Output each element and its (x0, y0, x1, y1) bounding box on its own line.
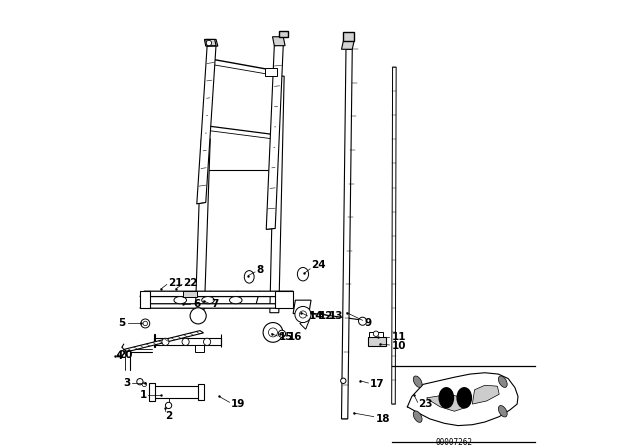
Ellipse shape (499, 376, 507, 388)
Polygon shape (124, 331, 204, 352)
Text: 11: 11 (392, 332, 406, 342)
Polygon shape (195, 139, 210, 309)
Text: 4: 4 (115, 351, 123, 361)
Polygon shape (407, 373, 518, 426)
Polygon shape (206, 39, 216, 46)
Polygon shape (369, 337, 387, 346)
Text: 19: 19 (230, 399, 244, 409)
Text: 1: 1 (140, 390, 147, 400)
Polygon shape (369, 332, 383, 337)
Circle shape (142, 382, 147, 387)
Polygon shape (140, 291, 293, 297)
Polygon shape (266, 68, 276, 76)
Text: 9: 9 (365, 319, 372, 328)
Circle shape (141, 319, 150, 328)
Text: 17: 17 (370, 379, 385, 389)
Text: 10: 10 (392, 341, 406, 351)
Polygon shape (275, 291, 293, 308)
Polygon shape (154, 386, 199, 398)
Ellipse shape (230, 297, 242, 304)
Circle shape (162, 338, 169, 345)
Circle shape (300, 311, 307, 318)
Circle shape (295, 306, 311, 323)
Text: 21: 21 (168, 278, 182, 288)
Ellipse shape (174, 297, 186, 304)
Polygon shape (140, 304, 293, 308)
Polygon shape (392, 67, 396, 404)
Polygon shape (300, 318, 310, 329)
Ellipse shape (413, 411, 422, 422)
Text: 12: 12 (319, 311, 333, 321)
Polygon shape (195, 345, 204, 352)
Polygon shape (184, 291, 197, 297)
Text: 2: 2 (165, 411, 173, 421)
Polygon shape (198, 384, 204, 400)
Text: 18: 18 (376, 414, 390, 424)
Circle shape (269, 328, 278, 337)
Ellipse shape (244, 271, 254, 283)
Text: 3: 3 (123, 378, 130, 388)
Polygon shape (204, 39, 218, 46)
Circle shape (137, 379, 143, 385)
Text: 22: 22 (184, 278, 198, 288)
Text: 8: 8 (257, 265, 264, 275)
Text: 23: 23 (419, 399, 433, 409)
Polygon shape (343, 32, 354, 41)
Polygon shape (342, 49, 352, 419)
Circle shape (373, 331, 379, 336)
Polygon shape (154, 334, 155, 347)
Circle shape (204, 338, 211, 345)
Circle shape (166, 402, 172, 409)
Ellipse shape (413, 376, 422, 388)
Text: 14: 14 (309, 311, 323, 321)
Polygon shape (140, 291, 150, 308)
Circle shape (263, 323, 283, 342)
Circle shape (358, 317, 367, 325)
Circle shape (190, 308, 206, 324)
Polygon shape (293, 300, 311, 314)
Text: 24: 24 (311, 260, 326, 270)
Polygon shape (279, 31, 288, 37)
Text: 00007262: 00007262 (436, 438, 473, 447)
Ellipse shape (457, 388, 472, 408)
Circle shape (182, 338, 189, 345)
Ellipse shape (202, 297, 214, 304)
Polygon shape (273, 37, 285, 46)
Text: 7: 7 (212, 299, 219, 309)
Circle shape (143, 321, 148, 326)
Circle shape (340, 378, 346, 383)
Polygon shape (149, 383, 155, 401)
Polygon shape (270, 76, 284, 313)
Ellipse shape (499, 405, 507, 417)
Text: 20: 20 (118, 350, 133, 360)
Polygon shape (154, 338, 221, 345)
Polygon shape (266, 45, 284, 229)
Text: 5: 5 (118, 319, 125, 328)
Polygon shape (197, 45, 216, 204)
Text: 6: 6 (194, 299, 201, 309)
Polygon shape (427, 394, 468, 411)
Circle shape (206, 40, 212, 46)
Circle shape (278, 330, 285, 337)
Ellipse shape (439, 388, 454, 408)
Ellipse shape (298, 267, 308, 281)
Polygon shape (472, 385, 499, 404)
Text: 13: 13 (329, 311, 344, 321)
Polygon shape (342, 41, 354, 49)
Text: 15: 15 (279, 332, 293, 342)
Text: 16: 16 (288, 332, 302, 342)
